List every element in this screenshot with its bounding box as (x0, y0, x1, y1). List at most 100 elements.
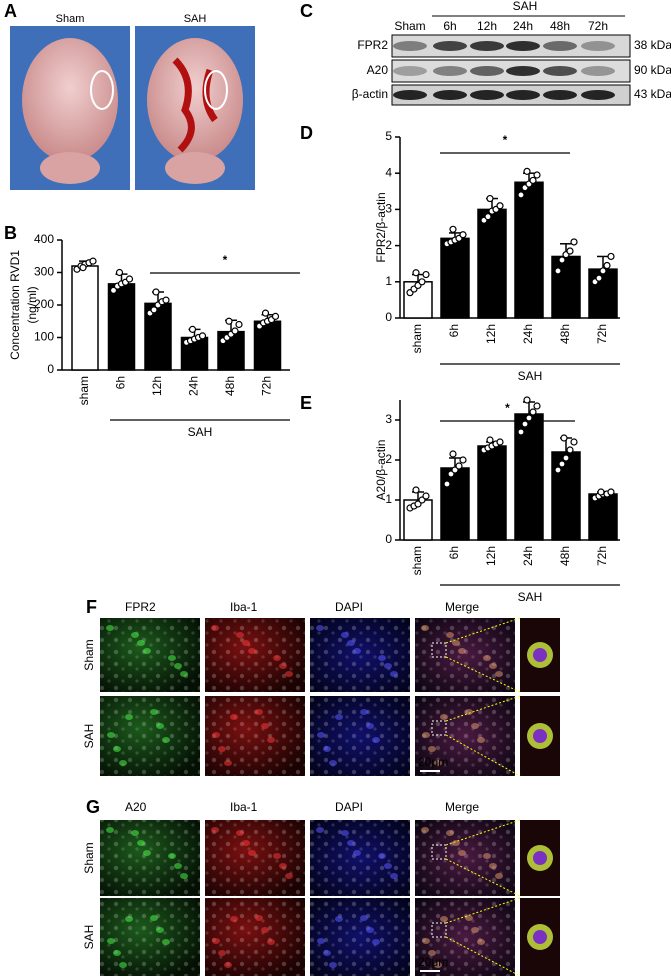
micrograph-texture (100, 898, 200, 976)
cell (106, 827, 114, 833)
cell (131, 632, 139, 638)
cell (465, 709, 473, 715)
cell (477, 939, 485, 945)
bar (514, 413, 544, 541)
row-label: Sham (82, 842, 96, 873)
cell (465, 915, 473, 921)
cell (143, 648, 151, 654)
cell (212, 732, 220, 738)
cell (366, 927, 374, 933)
cell (378, 853, 386, 859)
zoom-box (431, 844, 447, 860)
cell (168, 853, 176, 859)
cell (434, 760, 442, 766)
cell (125, 916, 133, 922)
panel-letter: D (300, 123, 313, 143)
cell (248, 850, 256, 856)
panel-letter: F (86, 597, 97, 617)
data-point (496, 438, 504, 446)
bar (551, 255, 581, 319)
data-point (607, 488, 615, 496)
cell (211, 625, 219, 631)
cell (341, 632, 349, 638)
data-point (79, 264, 87, 272)
column-label: A20 (125, 800, 147, 814)
y-axis-label: A20/β-actin (374, 440, 388, 501)
cell (428, 950, 436, 956)
data-point (412, 486, 420, 494)
inset-nucleus (533, 729, 547, 743)
data-point (599, 267, 607, 275)
y-axis-label: (ng/ml) (25, 286, 39, 323)
cell (483, 655, 491, 661)
data-point (558, 256, 566, 264)
data-point (517, 191, 525, 199)
cell (107, 732, 115, 738)
y-axis-label: FPR2/β-actin (374, 192, 388, 262)
data-point (261, 309, 270, 317)
zoom-lines (445, 695, 521, 777)
cell (384, 663, 392, 669)
data-point (525, 414, 533, 422)
cell (495, 873, 503, 879)
data-point (198, 332, 207, 340)
panel-letter: E (300, 393, 312, 413)
cell (267, 737, 275, 743)
bar (107, 283, 136, 371)
data-point (115, 268, 124, 277)
cell (119, 760, 127, 766)
cell (224, 962, 232, 968)
data-point (533, 402, 541, 410)
cell (162, 737, 170, 743)
data-point (533, 171, 541, 179)
data-point (125, 275, 134, 283)
cell (143, 850, 151, 856)
cell (372, 737, 380, 743)
data-point (271, 312, 280, 320)
brain-photos: Sham SAH (10, 13, 255, 190)
row-label: β-actin (352, 87, 388, 101)
row-label: A20 (367, 63, 389, 77)
lane-label: 12h (477, 19, 497, 33)
micrographs: FPR2 Iba-1 DAPI Merge Sham SAH 20μm A20 Iba-1 DAP… (82, 600, 560, 977)
cell (390, 873, 398, 879)
cell (452, 640, 460, 646)
cell (347, 840, 355, 846)
cell (107, 938, 115, 944)
lane-label: 6h (443, 19, 456, 33)
cell (150, 915, 158, 921)
x-tick-label: sham (410, 324, 424, 353)
size-label: 43 kDa (634, 87, 671, 101)
bar (477, 208, 507, 319)
x-tick-label: 72h (595, 324, 609, 344)
brain (40, 152, 100, 184)
cell (242, 640, 250, 646)
data-point (459, 231, 467, 239)
y-tick-label: 4 (385, 165, 392, 179)
cell (174, 663, 182, 669)
brain (22, 38, 118, 162)
zoom-box (431, 922, 447, 938)
zoom-lines (445, 897, 521, 977)
cell (329, 760, 337, 766)
bar (514, 181, 544, 319)
cell (285, 671, 293, 677)
data-point (225, 317, 233, 325)
group-label: SAH (188, 425, 213, 439)
group-label: SAH (518, 590, 543, 604)
x-tick-label: 48h (223, 376, 237, 396)
x-tick-label: 72h (260, 376, 274, 396)
x-tick-label: 12h (484, 324, 498, 344)
data-point (603, 261, 611, 270)
y-tick-label: 300 (34, 265, 54, 279)
column-label: DAPI (335, 600, 363, 614)
cell (317, 732, 325, 738)
cell (489, 863, 497, 869)
cell (230, 916, 238, 922)
band (581, 41, 615, 51)
x-tick-label: sham (410, 546, 424, 575)
significance-label: * (503, 133, 508, 147)
cell (422, 732, 430, 738)
band (506, 41, 540, 51)
x-tick-label: 12h (484, 546, 498, 566)
